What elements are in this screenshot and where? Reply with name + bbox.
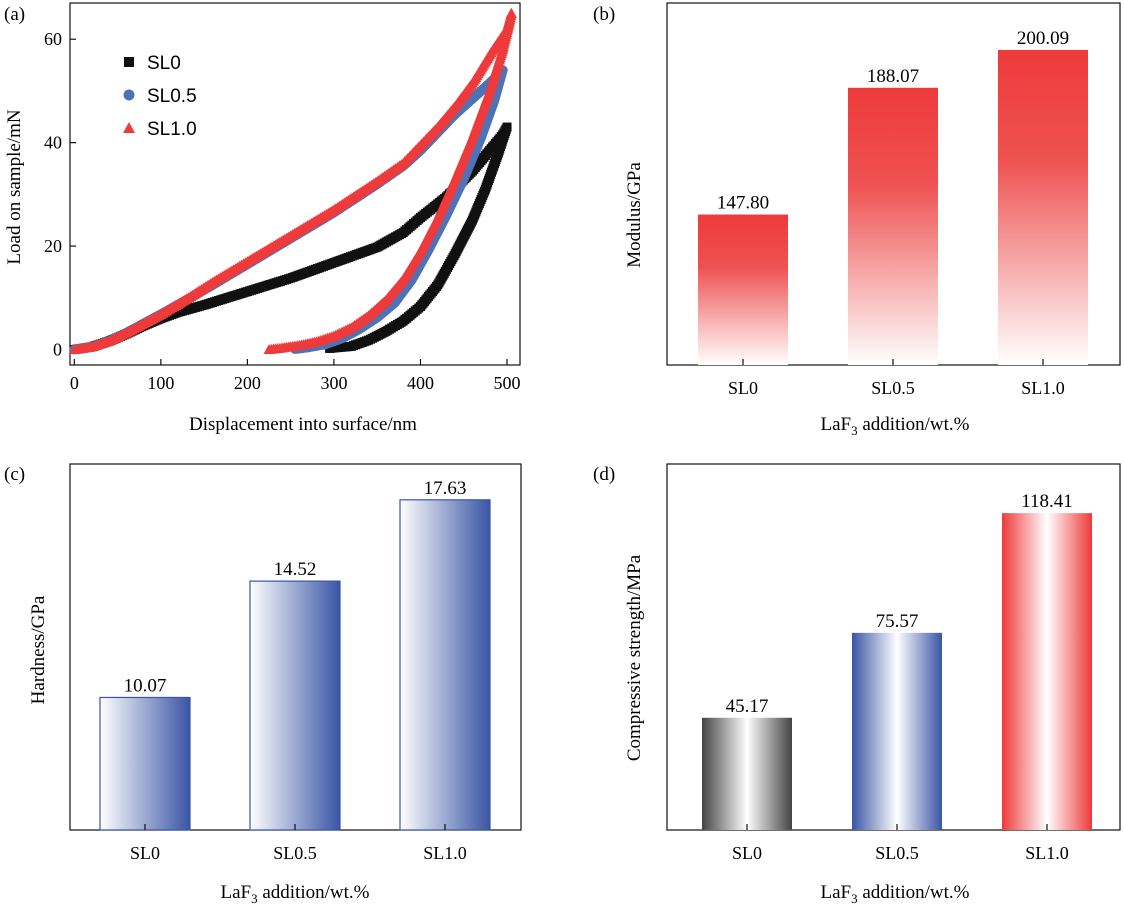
panel-c-ylabel: Hardness/GPa	[28, 595, 49, 704]
bar-value-label: 17.63	[424, 478, 467, 499]
bar-value-label: 10.07	[124, 675, 167, 696]
x-tick-label: SL0	[130, 843, 160, 863]
y-tick-label: 40	[44, 133, 62, 153]
x-tick-label: 300	[320, 373, 347, 393]
x-tick-label: SL0	[732, 843, 762, 863]
panel-a: (a) 0 100 200 300 400 500 0 20 40 60 SL0 SL0.5 SL…	[4, 2, 521, 435]
panel-a-ylabel: Load on sample/mN	[4, 109, 25, 264]
bar-SL0.5	[249, 580, 341, 831]
panel-d-xlabel: LaF3 addition/wt.%	[821, 882, 970, 904]
legend-marker-sl10	[123, 122, 135, 133]
panel-b: (b) 147.80 SL0 188.07 SL0.5 200.09 SL1.0 LaF3…	[593, 2, 1121, 438]
panel-d: (d) 45.17 SL0 75.57 SL0.5 118.41 SL1.0 LaF3 a…	[593, 463, 1121, 904]
bar-SL0.5	[848, 87, 938, 365]
y-tick-label: 20	[44, 236, 62, 256]
panel-d-bars: 45.17 SL0 75.57 SL0.5 118.41 SL1.0	[702, 491, 1092, 863]
panel-d-label: (d)	[593, 464, 615, 485]
legend-marker-sl05	[123, 89, 135, 101]
x-tick-label: SL1.0	[1025, 843, 1069, 863]
panel-c-label: (c)	[4, 464, 25, 485]
x-tick-label: SL0.5	[875, 843, 919, 863]
legend-label-sl0: SL0	[147, 53, 181, 74]
panel-c-bars: 10.07 SL0 14.52 SL0.5 17.63 SL1.0	[99, 478, 491, 863]
bar-SL1.0	[1002, 513, 1092, 830]
bar-SL1.0	[998, 49, 1088, 366]
bar-SL1.0	[399, 499, 491, 831]
panel-a-ticks: 0 100 200 300 400 500 0 20 40 60	[44, 29, 521, 393]
panel-a-legend: SL0 SL0.5 SL1.0	[123, 53, 197, 140]
x-tick-label: SL1.0	[1021, 378, 1065, 398]
panel-b-ylabel: Modulus/GPa	[624, 162, 645, 268]
x-tick-label: 500	[494, 373, 521, 393]
bar-value-label: 45.17	[726, 696, 769, 717]
x-tick-label: 400	[407, 373, 434, 393]
bar-value-label: 14.52	[274, 559, 317, 580]
bar-SL0.5	[852, 632, 942, 830]
x-tick-label: SL0.5	[871, 378, 915, 398]
bar-value-label: 118.41	[1021, 491, 1073, 512]
bar-value-label: 200.09	[1017, 28, 1069, 49]
y-tick-label: 0	[53, 339, 62, 359]
bar-value-label: 188.07	[867, 66, 919, 87]
series-SL1.0	[68, 7, 517, 354]
panel-a-label: (a)	[4, 4, 25, 25]
bar-SL0	[99, 696, 191, 831]
bar-SL0	[702, 717, 792, 830]
data-point	[325, 343, 335, 353]
panel-d-ylabel: Compressive strength/MPa	[624, 554, 645, 761]
panel-b-xlabel: LaF3 addition/wt.%	[821, 414, 970, 438]
data-point	[263, 343, 275, 354]
panel-c: (c) 10.07 SL0 14.52 SL0.5 17.63 SL1.0 LaF3 ad…	[4, 463, 522, 904]
x-tick-label: SL0.5	[273, 843, 317, 863]
x-tick-label: SL1.0	[423, 843, 467, 863]
y-tick-label: 60	[44, 29, 62, 49]
legend-label-sl10: SL1.0	[147, 119, 197, 140]
panel-a-xlabel: Displacement into surface/nm	[189, 414, 417, 435]
bar-SL0	[698, 214, 788, 365]
panel-b-bars: 147.80 SL0 188.07 SL0.5 200.09 SL1.0	[698, 28, 1088, 398]
legend-label-sl05: SL0.5	[147, 86, 197, 107]
bar-value-label: 75.57	[876, 611, 919, 632]
panel-a-points	[68, 7, 517, 355]
x-tick-label: 200	[234, 373, 261, 393]
panel-a-frame	[69, 2, 521, 366]
bar-value-label: 147.80	[717, 193, 769, 214]
legend-marker-sl0	[124, 57, 134, 67]
x-tick-label: 0	[70, 373, 79, 393]
x-tick-label: 100	[147, 373, 174, 393]
panel-c-xlabel: LaF3 addition/wt.%	[221, 882, 370, 904]
panel-b-label: (b)	[593, 4, 615, 25]
x-tick-label: SL0	[728, 378, 758, 398]
